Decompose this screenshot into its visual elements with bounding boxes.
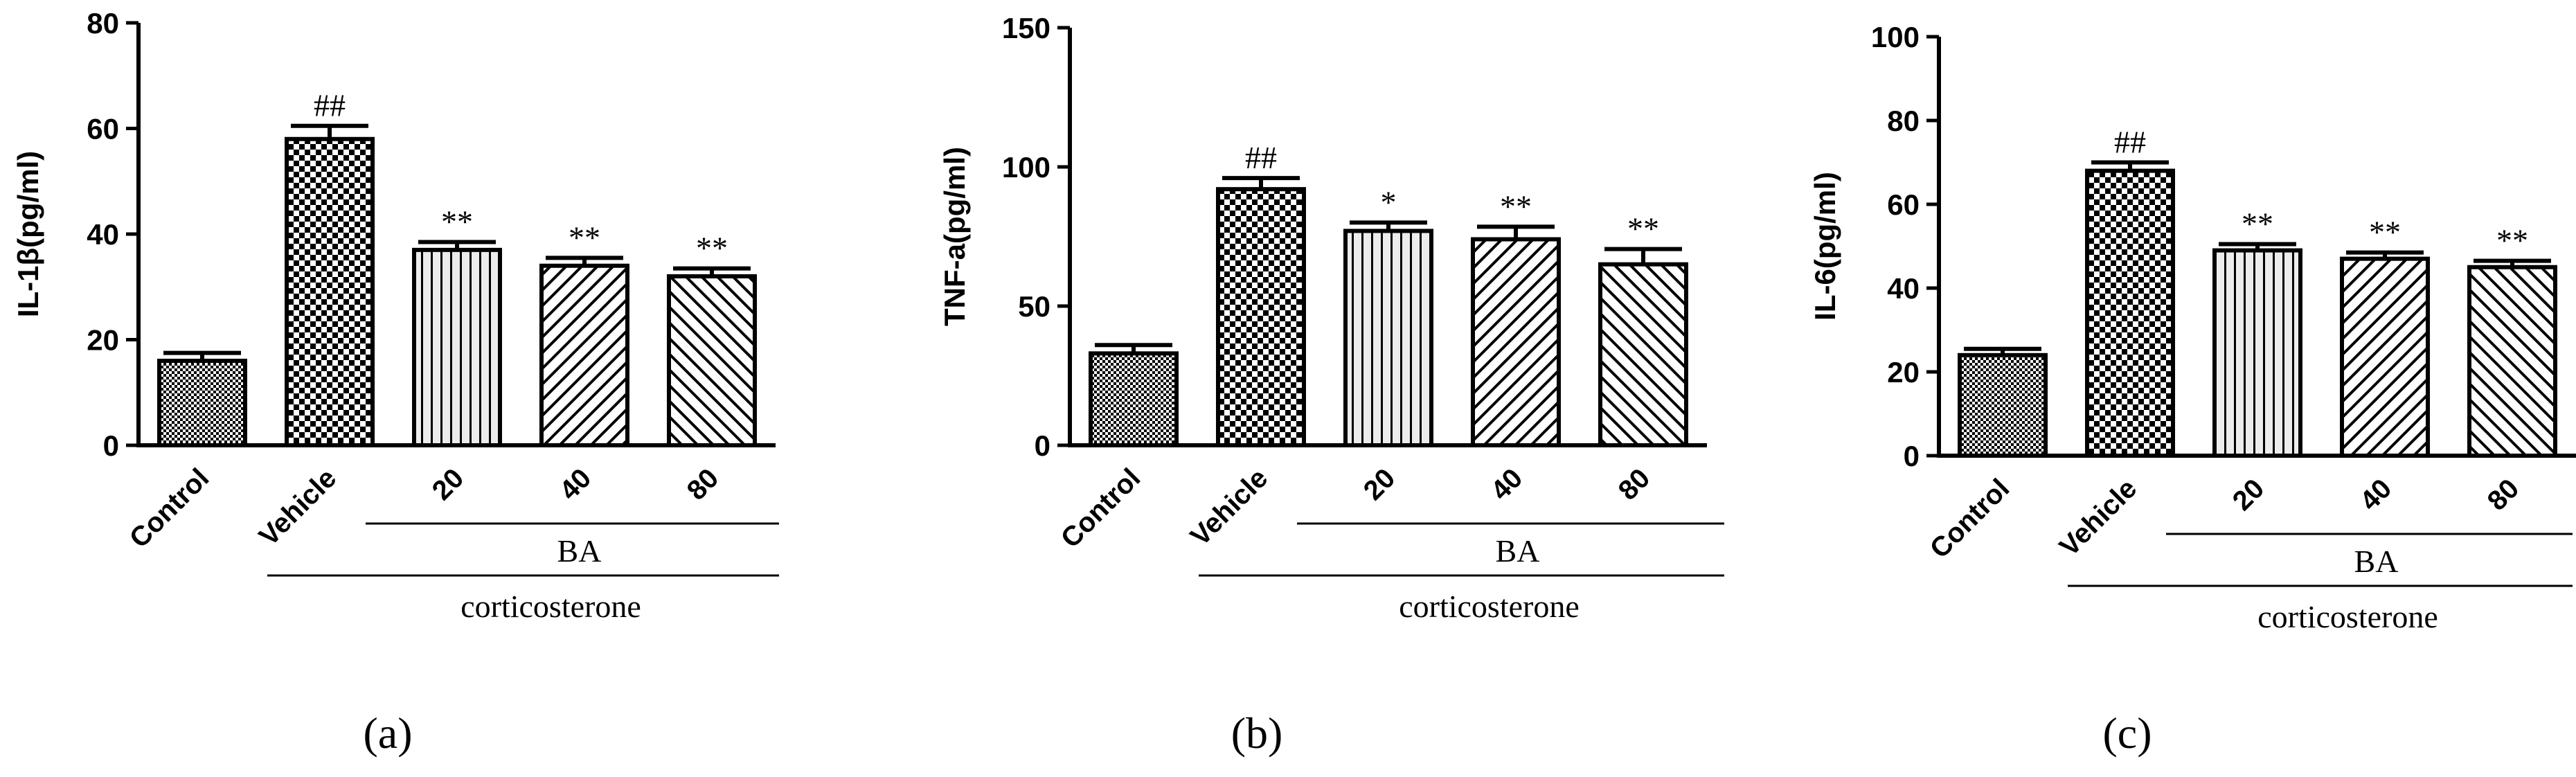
ba-bracket-label: BA [2354, 544, 2399, 579]
bar [1958, 352, 2048, 458]
bar [539, 263, 629, 447]
y-tick-label: 150 [1002, 12, 1050, 44]
category-label: Control [1924, 473, 2016, 564]
bar [1089, 351, 1179, 447]
category-label: Vehicle [2054, 473, 2143, 562]
bar [1343, 229, 1433, 447]
bar [2340, 256, 2430, 458]
category-label: Vehicle [1185, 463, 1274, 552]
category-label: 20 [2227, 473, 2271, 517]
bar [1471, 237, 1561, 447]
category-label: 80 [2482, 473, 2525, 517]
chart-panel-b: 0 50 100 150 TNF-a(pg/ml) Control ## Vehicle * 20… [938, 12, 1724, 758]
category-label: 20 [1358, 463, 1402, 506]
category-label: 40 [2354, 473, 2398, 517]
significance-label: ** [569, 220, 600, 255]
y-tick-label: 0 [1035, 429, 1050, 462]
significance-label: ** [1627, 211, 1659, 247]
bar [2085, 168, 2175, 458]
y-tick-label: 60 [87, 113, 119, 145]
category-label: 40 [1485, 463, 1529, 506]
significance-label: ** [2242, 206, 2273, 241]
significance-label: ## [1245, 140, 1277, 175]
corticosterone-bracket-label: corticosterone [2257, 599, 2438, 634]
significance-label: ** [2369, 215, 2401, 250]
y-tick-label: 100 [1871, 21, 1920, 53]
category-label: Control [1055, 463, 1147, 554]
y-axis-title: IL-1β(pg/ml) [12, 151, 44, 317]
y-tick-label: 40 [1887, 272, 1920, 305]
y-tick-label: 40 [87, 218, 119, 251]
bar [1598, 262, 1688, 447]
bar [412, 247, 502, 447]
ba-bracket-label: BA [1496, 533, 1540, 569]
y-axis-title: TNF-a(pg/ml) [938, 147, 971, 326]
bar [667, 274, 757, 447]
panel-label: (b) [1231, 708, 1283, 758]
significance-label: ** [1500, 188, 1532, 224]
significance-label: ## [2114, 125, 2146, 160]
panel-label: (a) [363, 708, 412, 758]
y-tick-label: 0 [1904, 440, 1920, 472]
corticosterone-bracket-label: corticosterone [460, 589, 641, 624]
y-tick-label: 80 [87, 7, 119, 39]
bar [1216, 187, 1306, 447]
bar [2212, 248, 2302, 458]
bar [2467, 265, 2557, 458]
bar [157, 359, 247, 447]
y-tick-label: 50 [1018, 290, 1050, 323]
panel-label: (c) [2102, 708, 2152, 758]
category-label: 80 [681, 463, 725, 506]
y-tick-label: 20 [87, 324, 119, 357]
significance-label: ** [696, 231, 728, 266]
ba-bracket-label: BA [557, 533, 602, 569]
significance-label: ** [441, 204, 473, 239]
y-tick-label: 20 [1887, 356, 1920, 388]
y-tick-label: 0 [103, 429, 119, 462]
significance-label: * [1381, 184, 1397, 220]
y-axis-title: IL-6(pg/ml) [1809, 172, 1841, 321]
category-label: 40 [554, 463, 598, 506]
y-tick-label: 100 [1002, 151, 1050, 184]
category-label: Control [124, 463, 215, 554]
category-label: Vehicle [253, 463, 343, 552]
chart-panel-c: 0 20 40 60 80 100 IL-6(pg/ml) Control ## Vehicle *… [1809, 21, 2576, 758]
category-label: 80 [1613, 463, 1656, 506]
bar [285, 136, 375, 447]
corticosterone-bracket-label: corticosterone [1399, 589, 1580, 624]
significance-label: ## [314, 88, 346, 123]
y-tick-label: 80 [1887, 105, 1920, 137]
category-label: 20 [427, 463, 470, 506]
significance-label: ** [2496, 223, 2528, 258]
y-tick-label: 60 [1887, 188, 1920, 221]
chart-panel-a: 0 20 40 60 80 IL-1β(pg/ml) Control ## Vehicle ** 2… [12, 7, 779, 758]
